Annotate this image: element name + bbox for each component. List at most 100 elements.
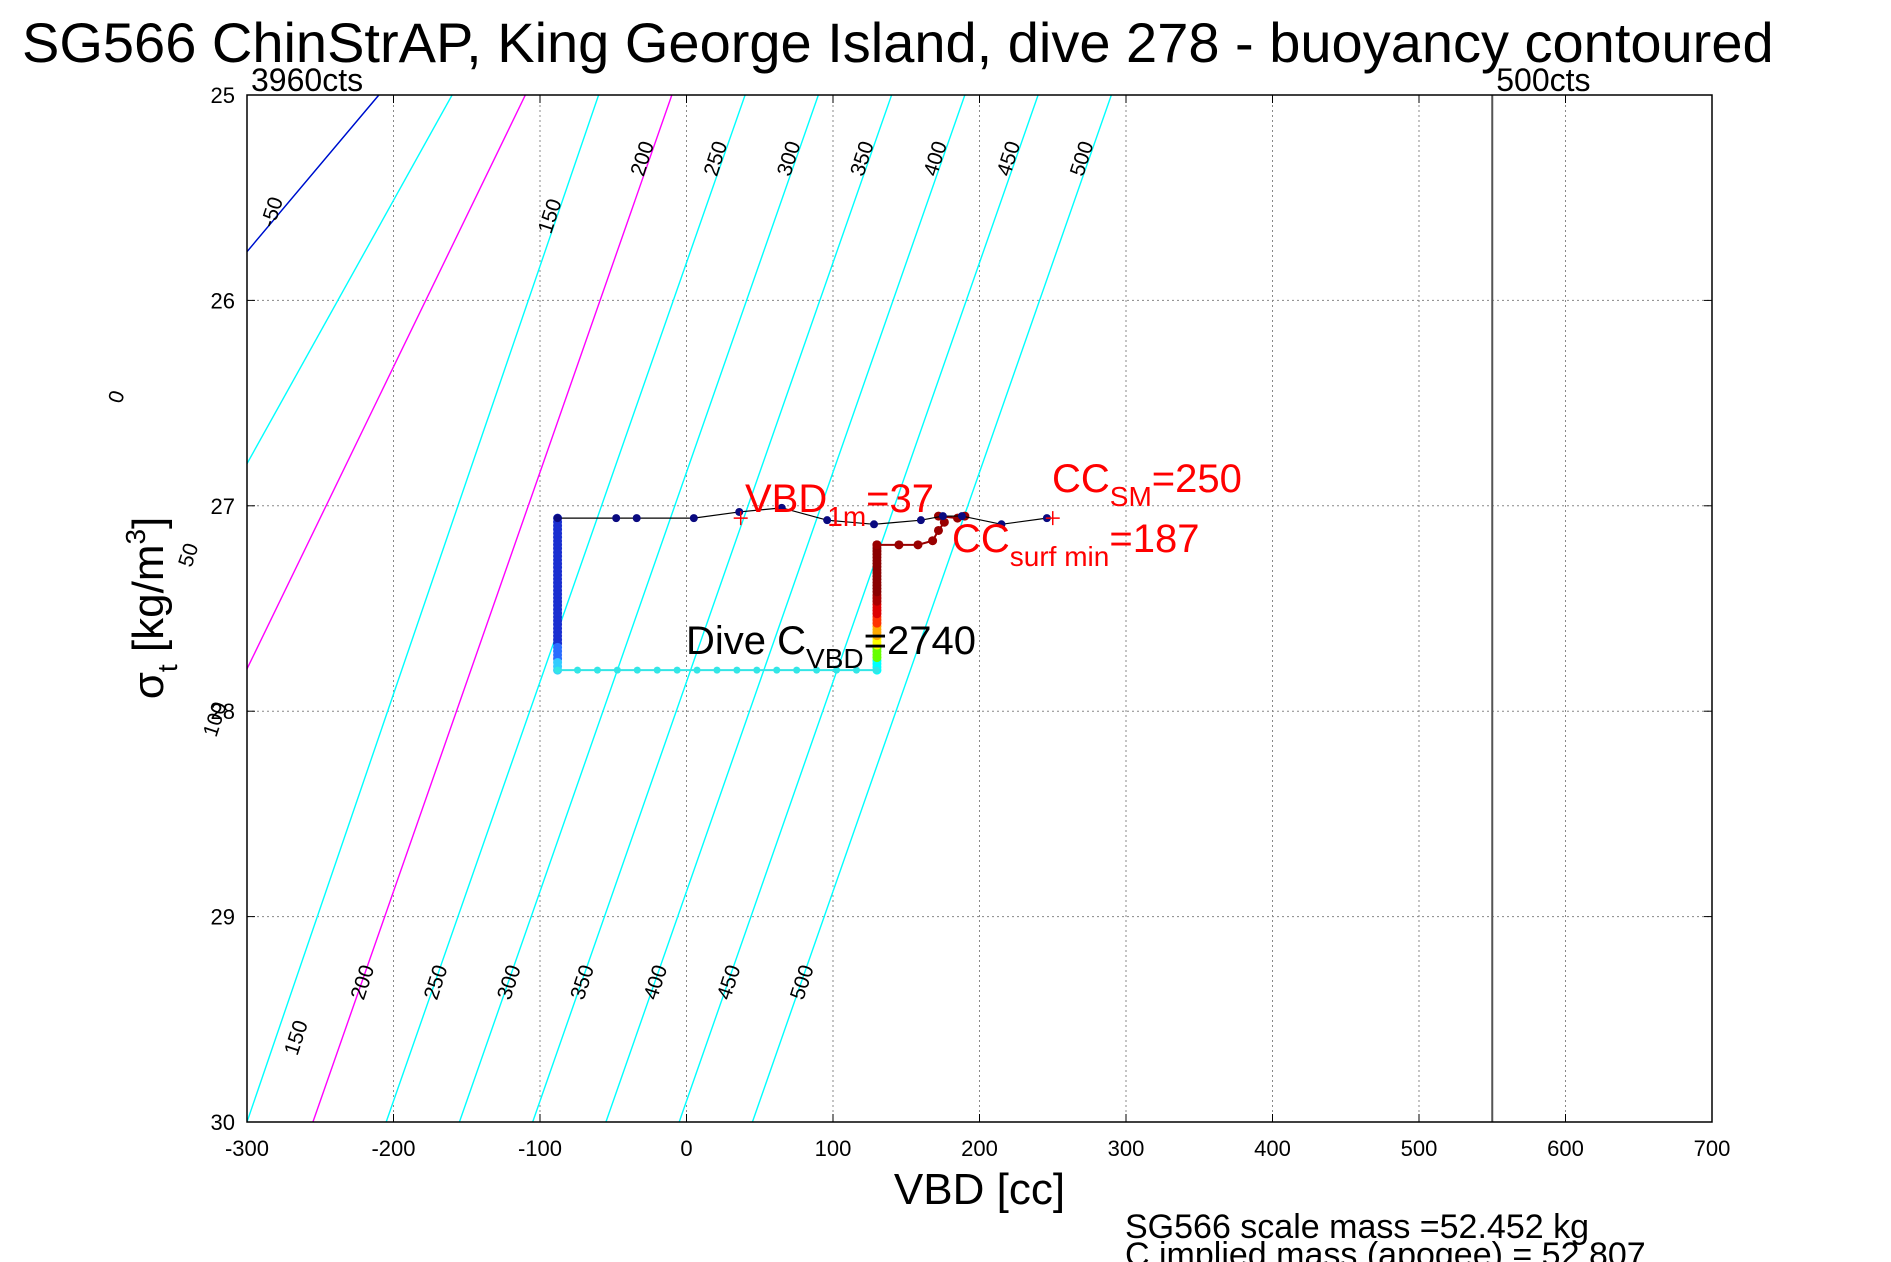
footer-line: SG566 scale mass =52.452 kg — [1125, 1208, 1589, 1246]
annotation-cc-sm: CCSM=250 — [1052, 457, 1242, 512]
x-tick-label: 500 — [1401, 1136, 1438, 1161]
surface-point — [823, 516, 832, 525]
footer-text: SG566 scale mass =52.452 kgC implied mas… — [1125, 1208, 1646, 1262]
annotation-cc-sm-sub: SM — [1110, 481, 1152, 512]
bottom-point — [653, 666, 661, 674]
contour-label-top--50: -50 — [257, 194, 288, 230]
bottom-point — [852, 666, 860, 674]
bottom-point — [872, 666, 880, 674]
footer-line: C implied mass (apogee) = 52.807 — [1125, 1236, 1646, 1262]
y-tick-label: 29 — [211, 905, 235, 930]
annotation-vbd-1m-prefix: VBD — [745, 477, 827, 521]
dive-data-layer — [553, 503, 1060, 675]
contour-label-bottom-400: 400 — [639, 962, 672, 1002]
annotation-cc-surf-min-prefix: CC — [952, 517, 1010, 561]
annotations: -50 0 50 100 150 200 250 300 350 400 450 500 150 200 2… — [104, 62, 1590, 1058]
contour-line--50 — [247, 95, 380, 253]
surface-red-point — [872, 540, 882, 550]
x-tick-label: 200 — [961, 1136, 998, 1161]
bottom-point — [733, 666, 741, 674]
bottom-point — [753, 666, 761, 674]
annotation-vbd-1m: VBD1m=37 — [745, 477, 934, 532]
contour-label-bottom-200: 200 — [346, 962, 379, 1002]
x-tick-label: 600 — [1547, 1136, 1584, 1161]
y-tick-label: 27 — [211, 494, 235, 519]
contour-label-top-350: 350 — [846, 138, 879, 178]
y-tick-label: 30 — [211, 1110, 235, 1135]
contour-label-bottom-250: 250 — [420, 962, 453, 1002]
x-axis-label: VBD [cc] — [894, 1165, 1065, 1214]
bottom-point — [713, 666, 721, 674]
surface-point — [612, 514, 621, 523]
bottom-point — [633, 666, 641, 674]
grid-lines — [246, 94, 1713, 1123]
contour-line-0 — [247, 95, 380, 253]
bottom-point — [593, 666, 601, 674]
bottom-point — [793, 666, 801, 674]
contour-line-400 — [605, 95, 966, 1122]
chart-title: SG566 ChinStrAP, King George Island, div… — [22, 11, 1774, 74]
surface-point — [735, 507, 744, 516]
bottom-point — [813, 666, 821, 674]
axis-ticks: -300 -200 -100 0 100 200 300 400 500 600 700 25 26 27… — [211, 83, 1731, 1161]
contour-line-200 — [312, 95, 673, 1122]
surface-red-point — [913, 540, 923, 550]
contour-line-50 — [247, 95, 453, 466]
contour-line-250 — [385, 95, 746, 1122]
y-axis-label-text: σt [kg/m3] — [120, 517, 183, 700]
x-tick-label: -100 — [518, 1136, 562, 1161]
contour-label-top-50: 50 — [174, 540, 203, 569]
contour-line-150 — [247, 95, 600, 1122]
contour-label-top-400: 400 — [919, 138, 952, 178]
contour-label-top-0: 0 — [104, 388, 129, 406]
annotation-cc-sm-suffix: =250 — [1152, 457, 1242, 501]
surface-red-point — [933, 525, 943, 535]
bottom-point — [693, 666, 701, 674]
bottom-point — [773, 666, 781, 674]
y-axis-label: σt [kg/m3] — [120, 517, 183, 700]
surface-point — [938, 512, 947, 521]
counts-label: 3960cts — [251, 62, 363, 98]
annotation-dive-cvbd: Dive CVBD=2740 — [686, 619, 976, 674]
annotation-vbd-1m-sub: 1m — [827, 501, 866, 532]
bottom-point — [574, 666, 582, 674]
y-label-unit: [kg/m — [124, 545, 173, 665]
annotation-dive-cvbd-sub: VBD — [806, 643, 864, 674]
contour-label-top-100: 100 — [199, 699, 232, 739]
x-tick-label: -300 — [225, 1136, 269, 1161]
annotation-vbd-1m-suffix: =37 — [866, 477, 934, 521]
x-tick-label: 400 — [1254, 1136, 1291, 1161]
surface-point — [957, 512, 966, 521]
annotation-dive-cvbd-suffix: =2740 — [864, 619, 976, 663]
contour-label-bottom-150: 150 — [280, 1018, 313, 1058]
surface-point — [632, 514, 641, 523]
x-tick-label: 100 — [815, 1136, 852, 1161]
surface-point — [689, 514, 698, 523]
contour-line-300 — [458, 95, 820, 1122]
contour-label-top-500: 500 — [1066, 138, 1099, 178]
x-tick-label: 700 — [1694, 1136, 1731, 1161]
x-tick-label: 300 — [1108, 1136, 1145, 1161]
y-label-close: ] — [124, 517, 173, 529]
contour-label-top-300: 300 — [773, 138, 806, 178]
contour-line-450 — [678, 95, 1039, 1122]
contour-label-top-150: 150 — [534, 196, 567, 236]
y-tick-label: 28 — [211, 699, 235, 724]
surface-red-point — [894, 540, 904, 550]
contour-label-bottom-300: 300 — [493, 962, 526, 1002]
y-tick-label: 25 — [211, 83, 235, 108]
bottom-point — [833, 666, 841, 674]
surface-point — [997, 520, 1006, 529]
bottom-point — [554, 666, 562, 674]
contour-label-bottom-350: 350 — [566, 962, 599, 1002]
annotation-cc-sm-prefix: CC — [1052, 457, 1110, 501]
y-label-sub: t — [152, 664, 183, 672]
y-label-main: σ — [124, 672, 173, 699]
contour-label-top-250: 250 — [700, 138, 733, 178]
buoyancy-contours — [247, 95, 1113, 1122]
annotation-cc-surf-min-suffix: =187 — [1109, 517, 1199, 561]
bottom-point — [673, 666, 681, 674]
contour-label-bottom-500: 500 — [786, 962, 819, 1002]
y-tick-label: 26 — [211, 288, 235, 313]
